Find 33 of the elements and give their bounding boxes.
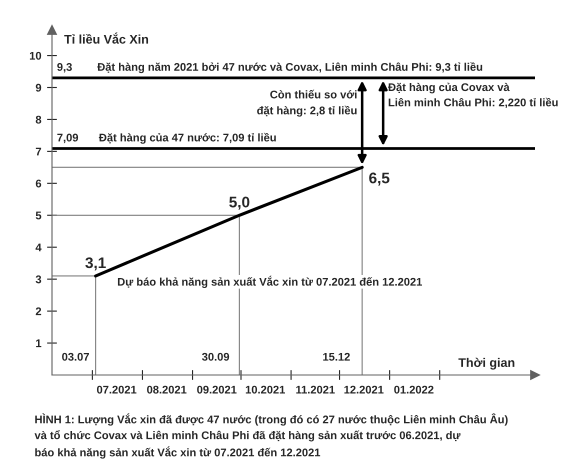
y-tick-label: 8 — [36, 116, 42, 124]
annotation: Đặt hàng của 47 nước: 7,09 tỉ liều — [98, 132, 276, 144]
y-tick-label: 9 — [36, 84, 42, 92]
data-label: 3,1 — [85, 257, 106, 270]
annotation: Đặt hàng của Covax và Liên minh Châu Phi: 2,220 tỉ liều — [388, 82, 558, 108]
annotation: 03.07 — [62, 352, 89, 361]
y-tick-label: 6 — [36, 180, 42, 188]
annotation: 30.09 — [202, 352, 230, 361]
y-tick-label: 2 — [36, 307, 42, 316]
x-tick-label: 07.2021 — [96, 386, 136, 394]
x-tick-label: 08.2021 — [147, 386, 186, 394]
annotation: Dự báo khả năng sản xuất Vắc xin từ 07.2021 đến 12.2021 — [118, 276, 422, 288]
y-tick-label: 10 — [30, 52, 42, 60]
x-tick-label: 10.2021 — [246, 386, 286, 394]
annotation: Đặt hàng năm 2021 bởi 47 nước và Covax, Liên minh Châu Phi: 9,3 tỉ liều — [97, 62, 482, 74]
ref-line-label: 9,3 — [57, 63, 72, 73]
annotation: Còn thiếu so với đặt hàng: 2,8 tỉ liều — [257, 90, 357, 117]
x-tick-label: 12.2021 — [344, 386, 384, 394]
y-tick-label: 7 — [36, 148, 42, 156]
annotation: 15.12 — [323, 352, 350, 361]
y-tick-label: 1 — [36, 339, 42, 348]
data-label: 5,0 — [229, 196, 250, 210]
x-axis-title: Thời gian — [458, 358, 514, 370]
text: HÌNH 1: Lượng Vắc xin đã được 47 nước (trong đó có 27 nước thuộc Liên minh Châu Âu) và tổ chức Covax và Liên minh Châu Phi đã đặt hàng sản xuất trước 06.2021, dự báo khả năng sản xuất Vắc xin từ 07.2021 đến 12.2021 — [34, 413, 508, 459]
x-tick-label: 01.2022 — [394, 386, 434, 394]
ref-line-label: 7,09 — [57, 134, 78, 144]
y-tick-label: 4 — [36, 244, 42, 252]
y-tick-label: 3 — [36, 275, 42, 284]
data-label: 6,5 — [369, 172, 390, 186]
x-tick-label: 09.2021 — [197, 386, 237, 394]
y-tick-label: 5 — [36, 212, 42, 220]
x-tick-label: 11.2021 — [296, 386, 335, 394]
y-axis-title: Tỉ liều Vắc Xin — [64, 32, 148, 44]
